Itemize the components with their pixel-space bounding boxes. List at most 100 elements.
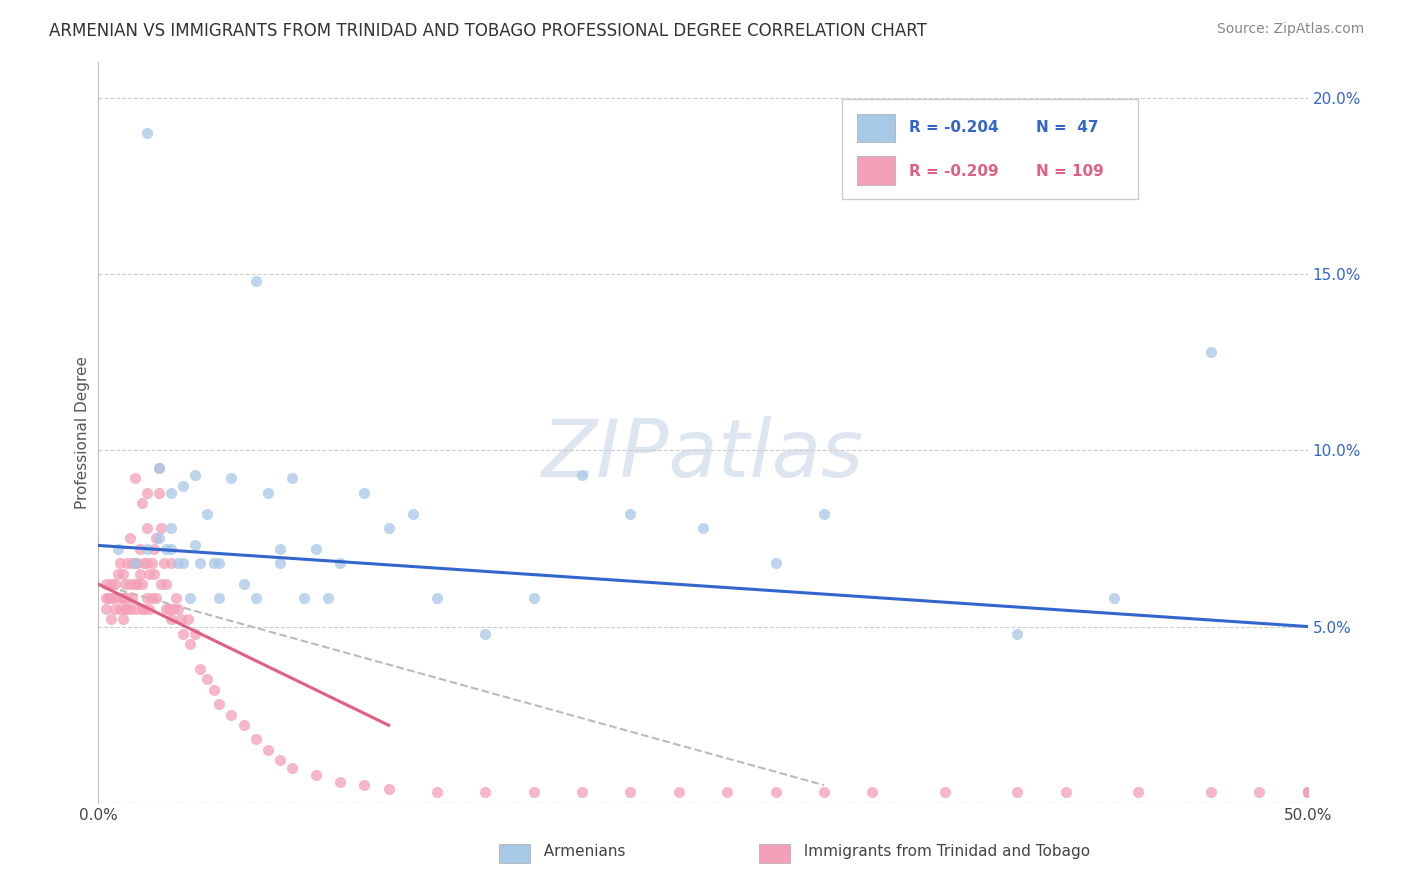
Point	[104, 577, 127, 591]
Point	[1296, 785, 1319, 799]
Point	[127, 556, 149, 570]
Point	[117, 591, 139, 606]
Point	[1007, 785, 1029, 799]
Point	[148, 461, 170, 475]
Point	[141, 591, 163, 606]
Point	[523, 591, 546, 606]
Point	[124, 556, 146, 570]
Point	[208, 556, 231, 570]
Point	[150, 577, 173, 591]
Point	[143, 566, 166, 581]
FancyBboxPatch shape	[856, 156, 896, 185]
Point	[162, 602, 184, 616]
Point	[474, 626, 496, 640]
Point	[111, 612, 134, 626]
Point	[94, 577, 117, 591]
Point	[94, 602, 117, 616]
Point	[1054, 785, 1077, 799]
Point	[121, 556, 143, 570]
Point	[208, 697, 231, 711]
Point	[523, 785, 546, 799]
Point	[1296, 785, 1319, 799]
Point	[177, 612, 200, 626]
Point	[100, 612, 122, 626]
Point	[152, 556, 174, 570]
Point	[131, 577, 153, 591]
Point	[134, 602, 156, 616]
Point	[118, 602, 141, 616]
Point	[281, 760, 304, 774]
Point	[1102, 591, 1125, 606]
Point	[155, 541, 177, 556]
Point	[97, 591, 120, 606]
Point	[232, 577, 254, 591]
Text: ARMENIAN VS IMMIGRANTS FROM TRINIDAD AND TOBAGO PROFESSIONAL DEGREE CORRELATION : ARMENIAN VS IMMIGRANTS FROM TRINIDAD AND…	[49, 22, 927, 40]
Point	[1199, 785, 1222, 799]
Point	[221, 707, 243, 722]
Point	[100, 591, 122, 606]
Point	[134, 556, 156, 570]
Point	[157, 602, 180, 616]
Point	[167, 602, 190, 616]
Point	[124, 556, 146, 570]
Point	[107, 541, 129, 556]
Text: R = -0.209: R = -0.209	[908, 164, 998, 178]
Text: R = -0.204: R = -0.204	[908, 120, 998, 135]
Point	[172, 478, 194, 492]
Point	[169, 612, 191, 626]
Point	[160, 612, 183, 626]
Point	[117, 602, 139, 616]
Point	[118, 577, 141, 591]
Point	[305, 767, 328, 781]
Point	[860, 785, 883, 799]
Point	[195, 673, 218, 687]
Point	[716, 785, 738, 799]
Point	[111, 591, 134, 606]
Point	[128, 541, 150, 556]
Point	[124, 577, 146, 591]
Point	[135, 541, 157, 556]
Point	[179, 591, 201, 606]
Point	[245, 274, 267, 288]
Point	[353, 485, 375, 500]
Point	[813, 785, 835, 799]
Point	[135, 485, 157, 500]
Point	[208, 591, 231, 606]
FancyBboxPatch shape	[856, 113, 896, 142]
Point	[1296, 785, 1319, 799]
Point	[135, 591, 157, 606]
Point	[571, 785, 593, 799]
Point	[101, 591, 124, 606]
Point	[1296, 785, 1319, 799]
Point	[94, 591, 117, 606]
Point	[221, 471, 243, 485]
Point	[167, 556, 190, 570]
Point	[114, 602, 136, 616]
Point	[1007, 626, 1029, 640]
Point	[195, 507, 218, 521]
Point	[135, 556, 157, 570]
Point	[692, 521, 714, 535]
Point	[108, 556, 131, 570]
Point	[1296, 785, 1319, 799]
Point	[160, 541, 183, 556]
Point	[1128, 785, 1150, 799]
Text: Armenians: Armenians	[534, 845, 626, 859]
Point	[1296, 785, 1319, 799]
FancyBboxPatch shape	[842, 99, 1139, 200]
Point	[353, 778, 375, 792]
Point	[1296, 785, 1319, 799]
Point	[377, 781, 399, 796]
Point	[256, 485, 278, 500]
Point	[426, 785, 449, 799]
Point	[172, 626, 194, 640]
Point	[305, 541, 328, 556]
Point	[281, 471, 304, 485]
Point	[245, 591, 267, 606]
Point	[135, 126, 157, 140]
Point	[402, 507, 425, 521]
Point	[131, 496, 153, 510]
Point	[118, 532, 141, 546]
Point	[100, 577, 122, 591]
Point	[145, 532, 167, 546]
